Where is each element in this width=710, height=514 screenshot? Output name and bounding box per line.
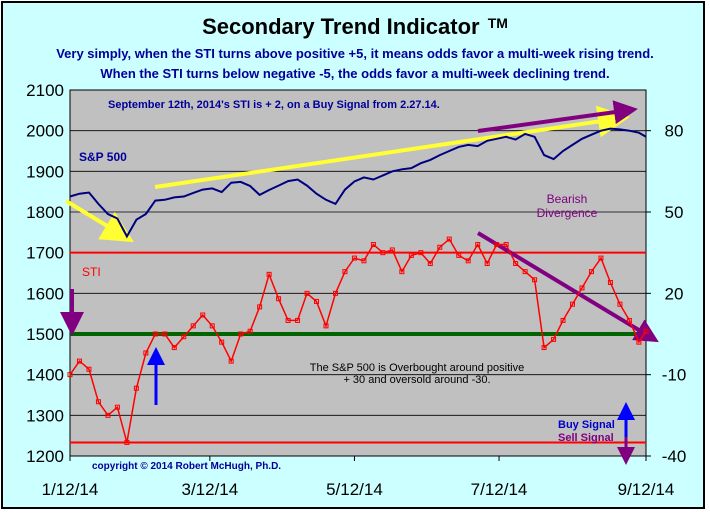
left-axis-tick: 2100 <box>26 81 64 100</box>
left-axis-tick: 1800 <box>26 203 64 222</box>
x-axis-tick: 1/12/14 <box>42 480 99 499</box>
left-axis-tick: 1200 <box>26 447 64 466</box>
left-axis-tick: 1600 <box>26 284 64 303</box>
left-axis-tick: 1500 <box>26 325 64 344</box>
buy-signal-label: Buy Signal <box>558 419 615 431</box>
overbought-note-2: + 30 and oversold around -30. <box>343 374 490 386</box>
right-axis-tick: 80 <box>665 122 684 141</box>
x-axis-tick: 9/12/14 <box>618 480 675 499</box>
chart-svg: 1200 1300 1400 1500 1600 1700 1800 1900 2000 2100… <box>0 0 710 514</box>
sp500-label: S&P 500 <box>79 150 127 164</box>
status-annotation: September 12th, 2014's STI is + 2, on a … <box>108 99 440 111</box>
copyright-prefix: copyright <box>92 461 138 472</box>
divergence-label-2: Divergence <box>537 206 598 220</box>
right-axis-tick: 20 <box>665 284 684 303</box>
overbought-note-1: The S&P 500 is Overbought around positiv… <box>310 362 524 374</box>
right-axis-tick: -40 <box>662 447 687 466</box>
divergence-label-1: Bearish <box>547 192 588 206</box>
x-axis-tick: 3/12/14 <box>181 480 238 499</box>
sell-signal-label: Sell Signal <box>558 432 614 444</box>
left-axis-tick: 1900 <box>26 162 64 181</box>
left-axis-tick: 2000 <box>26 122 64 141</box>
left-axis-tick: 1400 <box>26 366 64 385</box>
left-axis-tick: 1700 <box>26 244 64 263</box>
copyright-note: copyright © 2014 Robert McHugh, Ph.D. <box>92 461 281 472</box>
x-axis-tick: 7/12/14 <box>471 480 528 499</box>
x-axis-tick: 5/12/14 <box>326 480 383 499</box>
sti-label: STI <box>82 265 101 279</box>
copyright-rest: 2014 Robert McHugh, Ph.D. <box>151 461 282 472</box>
right-axis-tick: -10 <box>662 366 687 385</box>
left-axis-tick: 1300 <box>26 406 64 425</box>
copyright-symbol: © <box>140 461 148 472</box>
right-axis-tick: 50 <box>665 203 684 222</box>
